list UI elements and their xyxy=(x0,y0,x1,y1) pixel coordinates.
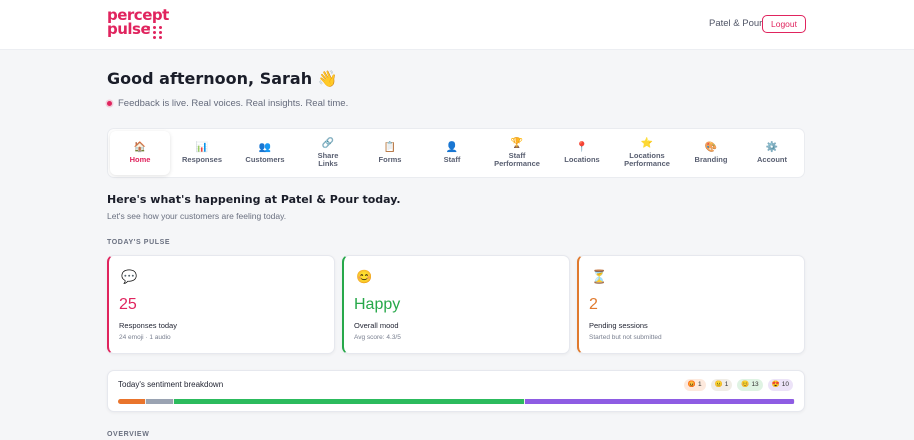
nav-responses[interactable]: 📊 Responses xyxy=(172,131,232,175)
top-bar: percept pulse Patel & Pour Logout xyxy=(0,0,914,50)
overall-mood-card[interactable]: 😊 Happy Overall mood Avg score: 4.3/5 xyxy=(342,255,570,354)
chip-count: 13 xyxy=(751,381,759,388)
nav-customers[interactable]: 👥 Customers xyxy=(234,131,296,175)
happy-segment xyxy=(173,399,524,404)
card-label: Responses today xyxy=(119,321,177,330)
gear-icon: ⚙️ xyxy=(765,142,779,153)
nav-staff-performance[interactable]: 🏆 Staff Performance xyxy=(484,131,550,175)
card-meta: Started but not submitted xyxy=(589,334,662,341)
logo-word-pulse: pulse xyxy=(107,20,151,38)
neutral-sentiment-chip[interactable]: 😐 1 xyxy=(710,379,733,391)
love-segment xyxy=(524,399,794,404)
neutral-face-icon: 😐 xyxy=(714,381,723,388)
greeting-text: Good afternoon, Sarah xyxy=(107,69,313,88)
main-navigation: 🏠 Home 📊 Responses 👥 Customers 🔗 Share Li… xyxy=(107,128,805,178)
responses-today-card[interactable]: 💬 25 Responses today 24 emoji · 1 audio xyxy=(107,255,335,354)
smiley-icon: 😊 xyxy=(356,269,373,284)
hourglass-icon: ⏳ xyxy=(591,269,608,284)
nav-label: Responses xyxy=(181,155,223,164)
summary-heading: Here's what's happening at Patel & Pour … xyxy=(107,193,401,206)
percept-pulse-logo[interactable]: percept pulse xyxy=(107,6,169,40)
chip-count: 1 xyxy=(724,381,729,388)
logout-button[interactable]: Logout xyxy=(762,15,806,33)
nav-label: Staff xyxy=(443,155,461,164)
love-sentiment-chip[interactable]: 😍 10 xyxy=(767,379,793,391)
nav-share-links[interactable]: 🔗 Share Links xyxy=(298,131,358,175)
sentiment-breakdown-card: Today's sentiment breakdown 😡 1 😐 1 😊 13 😍 1… xyxy=(107,370,805,412)
nav-branding[interactable]: 🎨 Branding xyxy=(682,131,740,175)
nav-locations[interactable]: 📍 Locations xyxy=(552,131,612,175)
sentiment-title: Today's sentiment breakdown xyxy=(118,380,224,389)
live-status: Feedback is live. Real voices. Real insi… xyxy=(107,98,348,109)
organization-name: Patel & Pour xyxy=(709,18,763,29)
happy-face-icon: 😊 xyxy=(741,381,750,388)
nav-label: Customers xyxy=(245,155,285,164)
nav-account[interactable]: ⚙️ Account xyxy=(742,131,802,175)
palette-icon: 🎨 xyxy=(704,142,718,153)
nav-label: Account xyxy=(757,155,787,164)
sentiment-chips: 😡 1 😐 1 😊 13 😍 10 xyxy=(679,379,793,391)
live-dot-icon xyxy=(107,101,112,106)
nav-label: Home xyxy=(129,155,151,164)
summary-subheading: Let's see how your customers are feeling… xyxy=(107,211,287,221)
nav-label: Branding xyxy=(694,155,728,164)
chip-count: 10 xyxy=(781,381,789,388)
live-status-text: Feedback is live. Real voices. Real insi… xyxy=(118,98,349,109)
clipboard-icon: 📋 xyxy=(383,142,397,153)
nav-label: Locations xyxy=(564,155,600,164)
waving-hand-icon: 👋 xyxy=(317,69,338,88)
link-icon: 🔗 xyxy=(321,138,335,149)
star-icon: ⭐ xyxy=(640,138,654,149)
card-meta: 24 emoji · 1 audio xyxy=(119,334,171,341)
greeting-heading: Good afternoon, Sarah 👋 xyxy=(107,69,338,88)
logo-word-percept: percept xyxy=(107,6,169,24)
nav-label: Forms xyxy=(378,155,402,164)
neutral-segment xyxy=(145,399,173,404)
angry-sentiment-chip[interactable]: 😡 1 xyxy=(683,379,706,391)
nav-staff[interactable]: 👤 Staff xyxy=(422,131,482,175)
nav-label: Staff Performance xyxy=(494,151,540,168)
pending-count: 2 xyxy=(589,296,598,313)
bar-chart-icon: 📊 xyxy=(195,142,209,153)
angry-face-icon: 😡 xyxy=(687,381,696,388)
nav-label: Locations Performance xyxy=(624,151,670,168)
card-label: Overall mood xyxy=(354,321,399,330)
card-meta: Avg score: 4.3/5 xyxy=(354,334,401,341)
people-icon: 👥 xyxy=(258,142,272,153)
home-icon: 🏠 xyxy=(133,142,147,153)
trophy-icon: 🏆 xyxy=(510,138,524,149)
chip-count: 1 xyxy=(698,381,702,388)
speech-bubble-icon: 💬 xyxy=(121,269,138,284)
heart-eyes-icon: 😍 xyxy=(771,381,780,388)
nav-label: Share Links xyxy=(317,151,339,168)
logo-dots-icon xyxy=(145,26,165,40)
mood-value: Happy xyxy=(354,296,401,313)
location-pin-icon: 📍 xyxy=(575,142,589,153)
pending-sessions-card[interactable]: ⏳ 2 Pending sessions Started but not sub… xyxy=(577,255,805,354)
person-icon: 👤 xyxy=(445,142,459,153)
responses-count: 25 xyxy=(119,296,137,313)
card-label: Pending sessions xyxy=(589,321,648,330)
nav-home[interactable]: 🏠 Home xyxy=(110,131,170,175)
happy-sentiment-chip[interactable]: 😊 13 xyxy=(737,379,763,391)
nav-locations-performance[interactable]: ⭐ Locations Performance xyxy=(614,131,680,175)
todays-pulse-label: TODAY'S PULSE xyxy=(107,239,171,246)
angry-segment xyxy=(118,399,145,404)
sentiment-bar xyxy=(118,399,795,404)
nav-forms[interactable]: 📋 Forms xyxy=(360,131,420,175)
overview-label: OVERVIEW xyxy=(107,431,150,438)
